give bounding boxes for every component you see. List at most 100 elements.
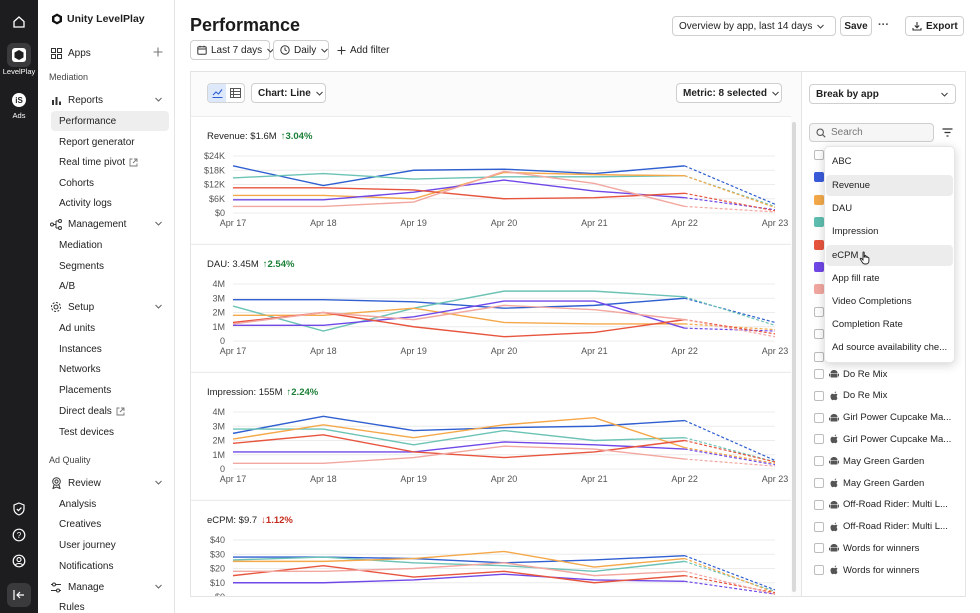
sidebar-item-apps[interactable]: Apps xyxy=(38,43,174,63)
search-input[interactable]: Search xyxy=(809,123,934,142)
sidebar-item-cohorts[interactable]: Cohorts xyxy=(59,177,95,189)
app-list-item[interactable]: Girl Power Cupcake Ma... xyxy=(814,429,951,449)
sidebar-item-creatives[interactable]: Creatives xyxy=(59,518,102,530)
sidebar-item-segments[interactable]: Segments xyxy=(59,260,105,272)
home-icon[interactable] xyxy=(7,10,31,34)
sidebar-item-performance[interactable]: Performance xyxy=(51,111,169,131)
sidebar-item-management[interactable]: Management xyxy=(38,214,174,234)
metric-option-revenue[interactable]: Revenue xyxy=(826,175,953,196)
app-list-item[interactable]: May Green Garden xyxy=(814,473,924,493)
metric-option-abc[interactable]: ABC xyxy=(832,156,852,167)
metric-option-video-completions[interactable]: Video Completions xyxy=(832,296,912,307)
app-checkbox[interactable] xyxy=(814,194,824,205)
sidebar-item-direct-deals[interactable]: Direct deals xyxy=(38,401,174,421)
x-tick-label: Apr 23 xyxy=(762,474,789,484)
sidebar-item-mediation[interactable]: Mediation xyxy=(59,239,103,251)
break-by-select[interactable]: Break by app xyxy=(809,84,956,104)
metric-select[interactable]: Metric: 8 selected xyxy=(676,83,782,103)
app-checkbox[interactable] xyxy=(814,434,824,445)
rail-label-ads: Ads xyxy=(12,111,26,120)
app-list-item[interactable]: Words for winners xyxy=(814,538,919,558)
app-checkbox[interactable] xyxy=(814,456,824,467)
app-list-item[interactable]: Off-Road Rider: Multi L... xyxy=(814,495,948,515)
series-projection xyxy=(684,437,776,463)
shield-icon[interactable] xyxy=(7,497,31,521)
series-projection xyxy=(684,297,776,324)
user-icon[interactable] xyxy=(7,549,31,573)
sidebar-item-setup[interactable]: Setup xyxy=(38,297,174,317)
granularity-select[interactable]: Daily xyxy=(273,40,329,60)
app-checkbox[interactable] xyxy=(814,217,824,228)
filter-icon[interactable] xyxy=(938,123,957,142)
sidebar-item-placements[interactable]: Placements xyxy=(59,384,112,396)
metric-option-completion-rate[interactable]: Completion Rate xyxy=(832,319,903,330)
add-filter-button[interactable]: Add filter xyxy=(337,45,389,56)
app-checkbox[interactable] xyxy=(814,521,824,532)
date-range-select[interactable]: Last 7 days xyxy=(190,40,275,60)
sidebar-item-analysis[interactable]: Analysis xyxy=(59,498,97,510)
sidebar-item-ad-units[interactable]: Ad units xyxy=(59,322,96,334)
ads-icon[interactable]: iS xyxy=(7,88,31,112)
sidebar-item-notifications[interactable]: Notifications xyxy=(59,560,114,572)
sidebar-item-test-devices[interactable]: Test devices xyxy=(59,426,115,438)
add-app-icon[interactable] xyxy=(153,47,163,57)
app-checkbox[interactable] xyxy=(814,565,824,576)
app-checkbox[interactable] xyxy=(814,262,824,272)
metric-option-impression[interactable]: Impression xyxy=(832,226,879,237)
app-list-item[interactable]: May Green Garden xyxy=(814,451,924,471)
table-view-icon[interactable] xyxy=(226,84,244,102)
more-options-icon[interactable]: ··· xyxy=(878,19,889,31)
metric-option-ad-source-availability[interactable]: Ad source availability che... xyxy=(832,342,948,353)
android-icon xyxy=(829,456,839,466)
chart-type-select[interactable]: Chart: Line xyxy=(251,83,326,103)
cursor-hand-icon xyxy=(859,251,871,265)
app-checkbox[interactable] xyxy=(814,412,824,423)
metric-option-ecpm[interactable]: eCPM xyxy=(826,245,953,266)
chevron-down-icon xyxy=(940,90,949,99)
sidebar-item-review[interactable]: Review xyxy=(38,473,174,493)
app-list-item[interactable]: Words for winners xyxy=(814,560,919,580)
app-list-item[interactable]: Do Re Mix xyxy=(814,364,887,384)
sidebar-item-manage[interactable]: Manage xyxy=(38,577,174,597)
section-heading-mediation: Mediation xyxy=(49,72,89,82)
collapse-sidebar-icon[interactable] xyxy=(7,583,31,607)
metric-option-dau[interactable]: DAU xyxy=(832,203,853,214)
view-select[interactable]: Overview by app, last 14 days xyxy=(672,16,836,36)
series-line xyxy=(232,290,685,332)
app-checkbox[interactable] xyxy=(814,369,824,379)
sidebar-item-report-generator[interactable]: Report generator xyxy=(59,136,135,148)
app-checkbox[interactable] xyxy=(814,329,824,340)
series-projection xyxy=(684,175,776,209)
line-view-icon[interactable] xyxy=(208,84,226,102)
app-checkbox[interactable] xyxy=(814,499,824,510)
app-checkbox[interactable] xyxy=(814,284,824,295)
sidebar-item-instances[interactable]: Instances xyxy=(59,343,102,355)
chart-scrollbar[interactable] xyxy=(792,122,796,592)
app-checkbox[interactable] xyxy=(814,239,824,250)
app-checkbox[interactable] xyxy=(814,543,824,554)
app-list-item[interactable]: Do Re Mix xyxy=(814,386,887,406)
sidebar-item-rules[interactable]: Rules xyxy=(59,601,85,613)
app-list-item[interactable]: Girl Power Cupcake Ma... xyxy=(814,408,951,428)
app-list-item[interactable]: Off-Road Rider: Multi L... xyxy=(814,517,948,537)
app-checkbox[interactable] xyxy=(814,478,824,488)
app-checkbox[interactable] xyxy=(814,172,824,183)
y-tick-label: $20 xyxy=(210,564,225,574)
save-button[interactable]: Save xyxy=(840,16,872,36)
android-icon xyxy=(829,543,839,553)
app-checkbox[interactable] xyxy=(814,306,824,317)
sidebar-item-reports[interactable]: Reports xyxy=(38,90,174,110)
sidebar-item-networks[interactable]: Networks xyxy=(59,363,101,375)
levelplay-icon[interactable] xyxy=(7,43,31,67)
app-checkbox[interactable] xyxy=(814,390,824,401)
help-icon[interactable]: ? xyxy=(7,523,31,547)
sidebar-item-real-time-pivot[interactable]: Real time pivot xyxy=(38,152,174,172)
app-checkbox[interactable] xyxy=(814,150,824,160)
sidebar-item-user-journey[interactable]: User journey xyxy=(59,539,116,551)
export-button[interactable]: Export xyxy=(905,16,964,36)
sidebar-item-activity-logs[interactable]: Activity logs xyxy=(59,197,112,209)
metric-option-app-fill-rate[interactable]: App fill rate xyxy=(832,273,880,284)
y-tick-label: $40 xyxy=(210,535,225,545)
sidebar-item-ab[interactable]: A/B xyxy=(59,280,76,292)
app-checkbox[interactable] xyxy=(814,351,824,362)
